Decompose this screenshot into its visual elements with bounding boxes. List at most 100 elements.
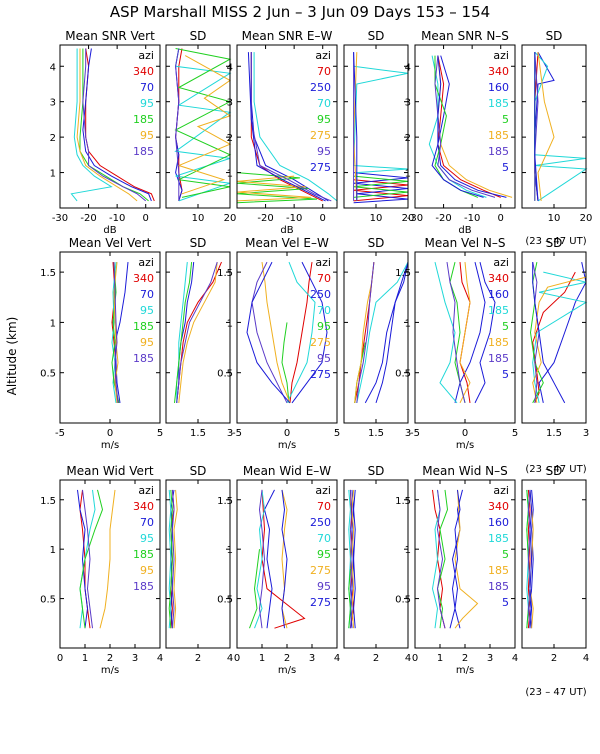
series-line-5: [529, 489, 533, 629]
legend-entry: 95: [140, 532, 154, 545]
legend-entry: 5: [502, 548, 509, 561]
x-tick-label: 2: [373, 653, 379, 664]
legend-entry: 185: [488, 352, 509, 365]
panel-wid-ew-sd: SD 2 4: [343, 464, 411, 664]
x-tick-label: 3: [405, 428, 411, 439]
plot-frame: [236, 44, 338, 209]
series-line-185: [111, 262, 120, 404]
series-line-70: [254, 489, 266, 629]
y-tick-label: 1: [227, 545, 233, 556]
panel-title: Mean Wid E–W: [243, 464, 331, 478]
series-group: [434, 261, 496, 404]
series-group: [354, 261, 409, 404]
x-tick-label: -5: [410, 428, 420, 439]
y-tick-label: 1: [227, 169, 233, 180]
x-tick-label: 0: [412, 653, 418, 664]
y-tick-label: 4: [50, 62, 56, 73]
x-tick-label: 0: [284, 428, 290, 439]
plot-frame: [414, 44, 516, 209]
series-line-185: [446, 262, 466, 404]
series-group: [174, 48, 232, 202]
legend-header: azi: [315, 49, 331, 62]
x-tick-label: 2: [551, 653, 557, 664]
x-tick-label: -20: [80, 213, 96, 224]
panel-title: SD: [368, 29, 385, 43]
ut-note-row1: (23 – 47 UT): [525, 236, 586, 247]
series-line-95: [168, 489, 172, 629]
y-tick-label: 1: [50, 545, 56, 556]
x-axis-label: m/s: [278, 440, 296, 451]
series-line-70: [261, 489, 306, 629]
series-line-95: [173, 489, 178, 629]
legend-entry: 185: [133, 548, 154, 561]
y-tick-label: 1.5: [40, 496, 56, 507]
legend-entry: 340: [133, 272, 154, 285]
x-tick-label: 1: [82, 653, 88, 664]
panel-wid-vert-sd: SD 2 4: [165, 464, 233, 664]
legend-entry: 275: [310, 161, 331, 174]
panel-wid-vert: Mean Wid Vert 0.5 1 1.5 0 1 2 3 4 m/s azi 340 70 95 18…: [40, 464, 163, 676]
series-line-340: [437, 55, 501, 198]
x-tick-label: 2: [284, 653, 290, 664]
series-line-185: [113, 262, 119, 403]
ut-note-row2: (23 – 47 UT): [525, 464, 586, 475]
x-tick-label: -20: [257, 213, 273, 224]
x-tick-label: 4: [405, 653, 411, 664]
x-tick-label: 0: [320, 213, 326, 224]
series-group: [246, 261, 328, 404]
legend-header: azi: [138, 256, 154, 269]
plot-frame: [521, 44, 587, 209]
x-tick-label: -20: [435, 213, 451, 224]
series-group: [168, 489, 178, 629]
legend-entry: 95: [140, 304, 154, 317]
x-tick-label: 20: [580, 213, 593, 224]
y-tick-label: 1.5: [395, 268, 411, 279]
series-line-5: [431, 55, 484, 198]
legend-entry: 185: [488, 580, 509, 593]
legend-entry: 185: [133, 352, 154, 365]
y-tick-label: 2: [227, 133, 233, 144]
panel-title: SD: [368, 236, 385, 250]
x-tick-label: 0: [498, 213, 504, 224]
x-tick-label: 1.5: [190, 428, 206, 439]
y-tick-label: 1: [405, 169, 411, 180]
legend-entry: 5: [502, 161, 509, 174]
legend-entry: 185: [488, 129, 509, 142]
series-line-185: [175, 48, 180, 201]
legend-entry: 160: [488, 288, 509, 301]
series-group: [70, 48, 155, 202]
series-group: [111, 262, 129, 404]
legend-entry: 70: [140, 288, 154, 301]
x-tick-label: 10: [192, 213, 205, 224]
y-tick-label: 3: [227, 98, 233, 109]
panel-title: SD: [190, 464, 207, 478]
y-tick-label: 1.5: [40, 268, 56, 279]
x-tick-label: -10: [464, 213, 480, 224]
series-line-160: [529, 489, 534, 629]
series-line-275: [236, 175, 312, 202]
legend-entry: 185: [133, 320, 154, 333]
legend-entry: 95: [140, 129, 154, 142]
panel-vel-ew-sd: SD 1.5 3: [343, 236, 411, 439]
x-tick-label: 10: [548, 213, 561, 224]
series-line-185: [527, 489, 531, 629]
y-tick-label: 0.5: [217, 369, 233, 380]
series-line-95: [178, 262, 218, 403]
series-group: [428, 55, 513, 198]
x-tick-label: 3: [309, 653, 315, 664]
panel-title: SD: [546, 464, 563, 478]
x-tick-label: 1: [259, 653, 265, 664]
series-group: [534, 51, 588, 202]
series-line-275: [353, 489, 356, 629]
x-axis-label: m/s: [456, 665, 474, 676]
x-tick-label: -10: [286, 213, 302, 224]
series-line-250: [263, 489, 275, 629]
x-tick-label: 0: [234, 653, 240, 664]
legend-header: azi: [493, 484, 509, 497]
legend-header: azi: [493, 256, 509, 269]
legend-entry: 70: [317, 272, 331, 285]
series-line-95: [99, 489, 116, 629]
ut-note-row3: (23 – 47 UT): [525, 687, 586, 698]
series-line-95: [249, 549, 260, 629]
y-tick-label: 1: [50, 318, 56, 329]
